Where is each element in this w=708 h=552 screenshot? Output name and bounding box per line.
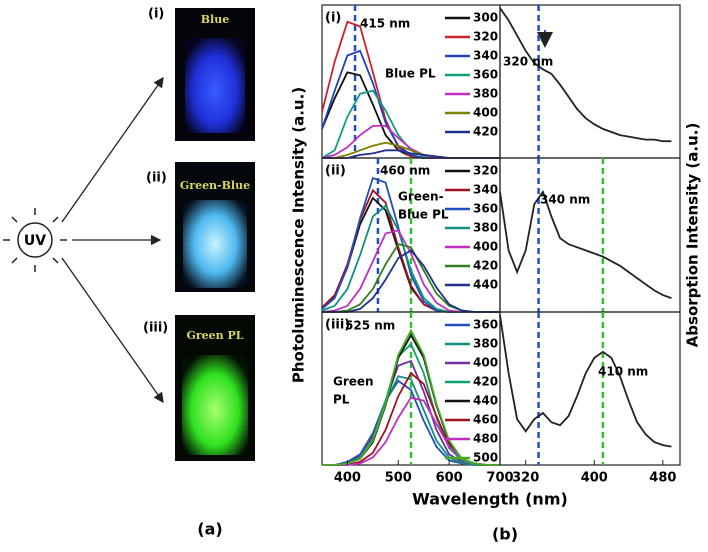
annotation: 340 nm bbox=[540, 193, 590, 207]
uv-label: UV bbox=[24, 233, 46, 249]
legend-label: 500 bbox=[473, 451, 498, 465]
vial bbox=[182, 355, 248, 455]
panel-label: (iii) bbox=[325, 318, 350, 333]
legend-label: 380 bbox=[473, 87, 498, 101]
panel-label: (b) bbox=[492, 525, 518, 544]
legend-label: 320 bbox=[473, 30, 498, 44]
x-axis-label: Wavelength (nm) bbox=[412, 490, 568, 509]
annotation: Green- bbox=[398, 190, 444, 204]
y-axis-label: Absorption Intensity (a.u.) bbox=[684, 123, 702, 348]
y-axis-label: Photoluminescence Intensity (a.u.) bbox=[290, 87, 308, 383]
absorption-curve bbox=[499, 7, 672, 143]
legend-label: 300 bbox=[473, 11, 498, 25]
plot-frame bbox=[499, 311, 681, 466]
legend-label: 360 bbox=[473, 318, 498, 332]
legend-label: 360 bbox=[473, 68, 498, 82]
legend-label: 360 bbox=[473, 202, 498, 216]
legend-label: 440 bbox=[473, 394, 498, 408]
legend-label: 380 bbox=[473, 337, 498, 351]
x-tick-label: 320 bbox=[512, 471, 539, 486]
legend-label: 400 bbox=[473, 106, 498, 120]
x-tick-label: 400 bbox=[334, 471, 361, 486]
annotation: Blue PL bbox=[385, 67, 436, 81]
legend-label: 340 bbox=[473, 183, 498, 197]
panel-label: (ii) bbox=[325, 164, 346, 179]
legend-label: 400 bbox=[473, 240, 498, 254]
annotation: Green bbox=[333, 375, 374, 389]
sample-caption: Blue bbox=[201, 13, 229, 26]
annotation: 460 nm bbox=[380, 164, 430, 178]
sample-caption: Green PL bbox=[186, 329, 243, 342]
legend-label: 460 bbox=[473, 413, 498, 427]
vial bbox=[183, 200, 247, 288]
legend-label: 380 bbox=[473, 221, 498, 235]
legend-label: 400 bbox=[473, 356, 498, 370]
annotation: 525 nm bbox=[345, 319, 395, 333]
legend-label: 420 bbox=[473, 259, 498, 273]
absorption-curve bbox=[499, 314, 672, 448]
legend-label: 340 bbox=[473, 49, 498, 63]
annotation: 415 nm bbox=[360, 17, 410, 31]
sample-label: (ii) bbox=[146, 171, 167, 186]
legend-label: 440 bbox=[473, 278, 498, 292]
plot-frame bbox=[499, 4, 681, 159]
legend-label: 420 bbox=[473, 125, 498, 139]
annotation: 410 nm bbox=[598, 365, 648, 379]
x-tick-label: 400 bbox=[581, 471, 608, 486]
sample-label: (i) bbox=[148, 7, 164, 22]
annotation: Blue PL bbox=[398, 208, 449, 222]
absorption-curve bbox=[499, 189, 672, 299]
vial bbox=[185, 38, 245, 133]
legend-label: 480 bbox=[473, 432, 498, 446]
annotation: PL bbox=[333, 393, 350, 407]
arrows bbox=[61, 76, 164, 404]
x-tick-label: 480 bbox=[649, 471, 676, 486]
panel-label: (a) bbox=[197, 520, 222, 539]
sample-label: (iii) bbox=[143, 321, 168, 336]
x-tick-label: 700 bbox=[486, 471, 513, 486]
annotation: 320 nm bbox=[503, 55, 553, 69]
panel-label: (i) bbox=[325, 11, 341, 26]
x-tick-label: 500 bbox=[385, 471, 412, 486]
x-tick-label: 600 bbox=[436, 471, 463, 486]
uv-source: UV bbox=[3, 208, 67, 272]
legend-label: 420 bbox=[473, 375, 498, 389]
legend-label: 320 bbox=[473, 164, 498, 178]
pl-curve bbox=[322, 328, 500, 466]
sample-caption: Green-Blue bbox=[180, 179, 250, 192]
